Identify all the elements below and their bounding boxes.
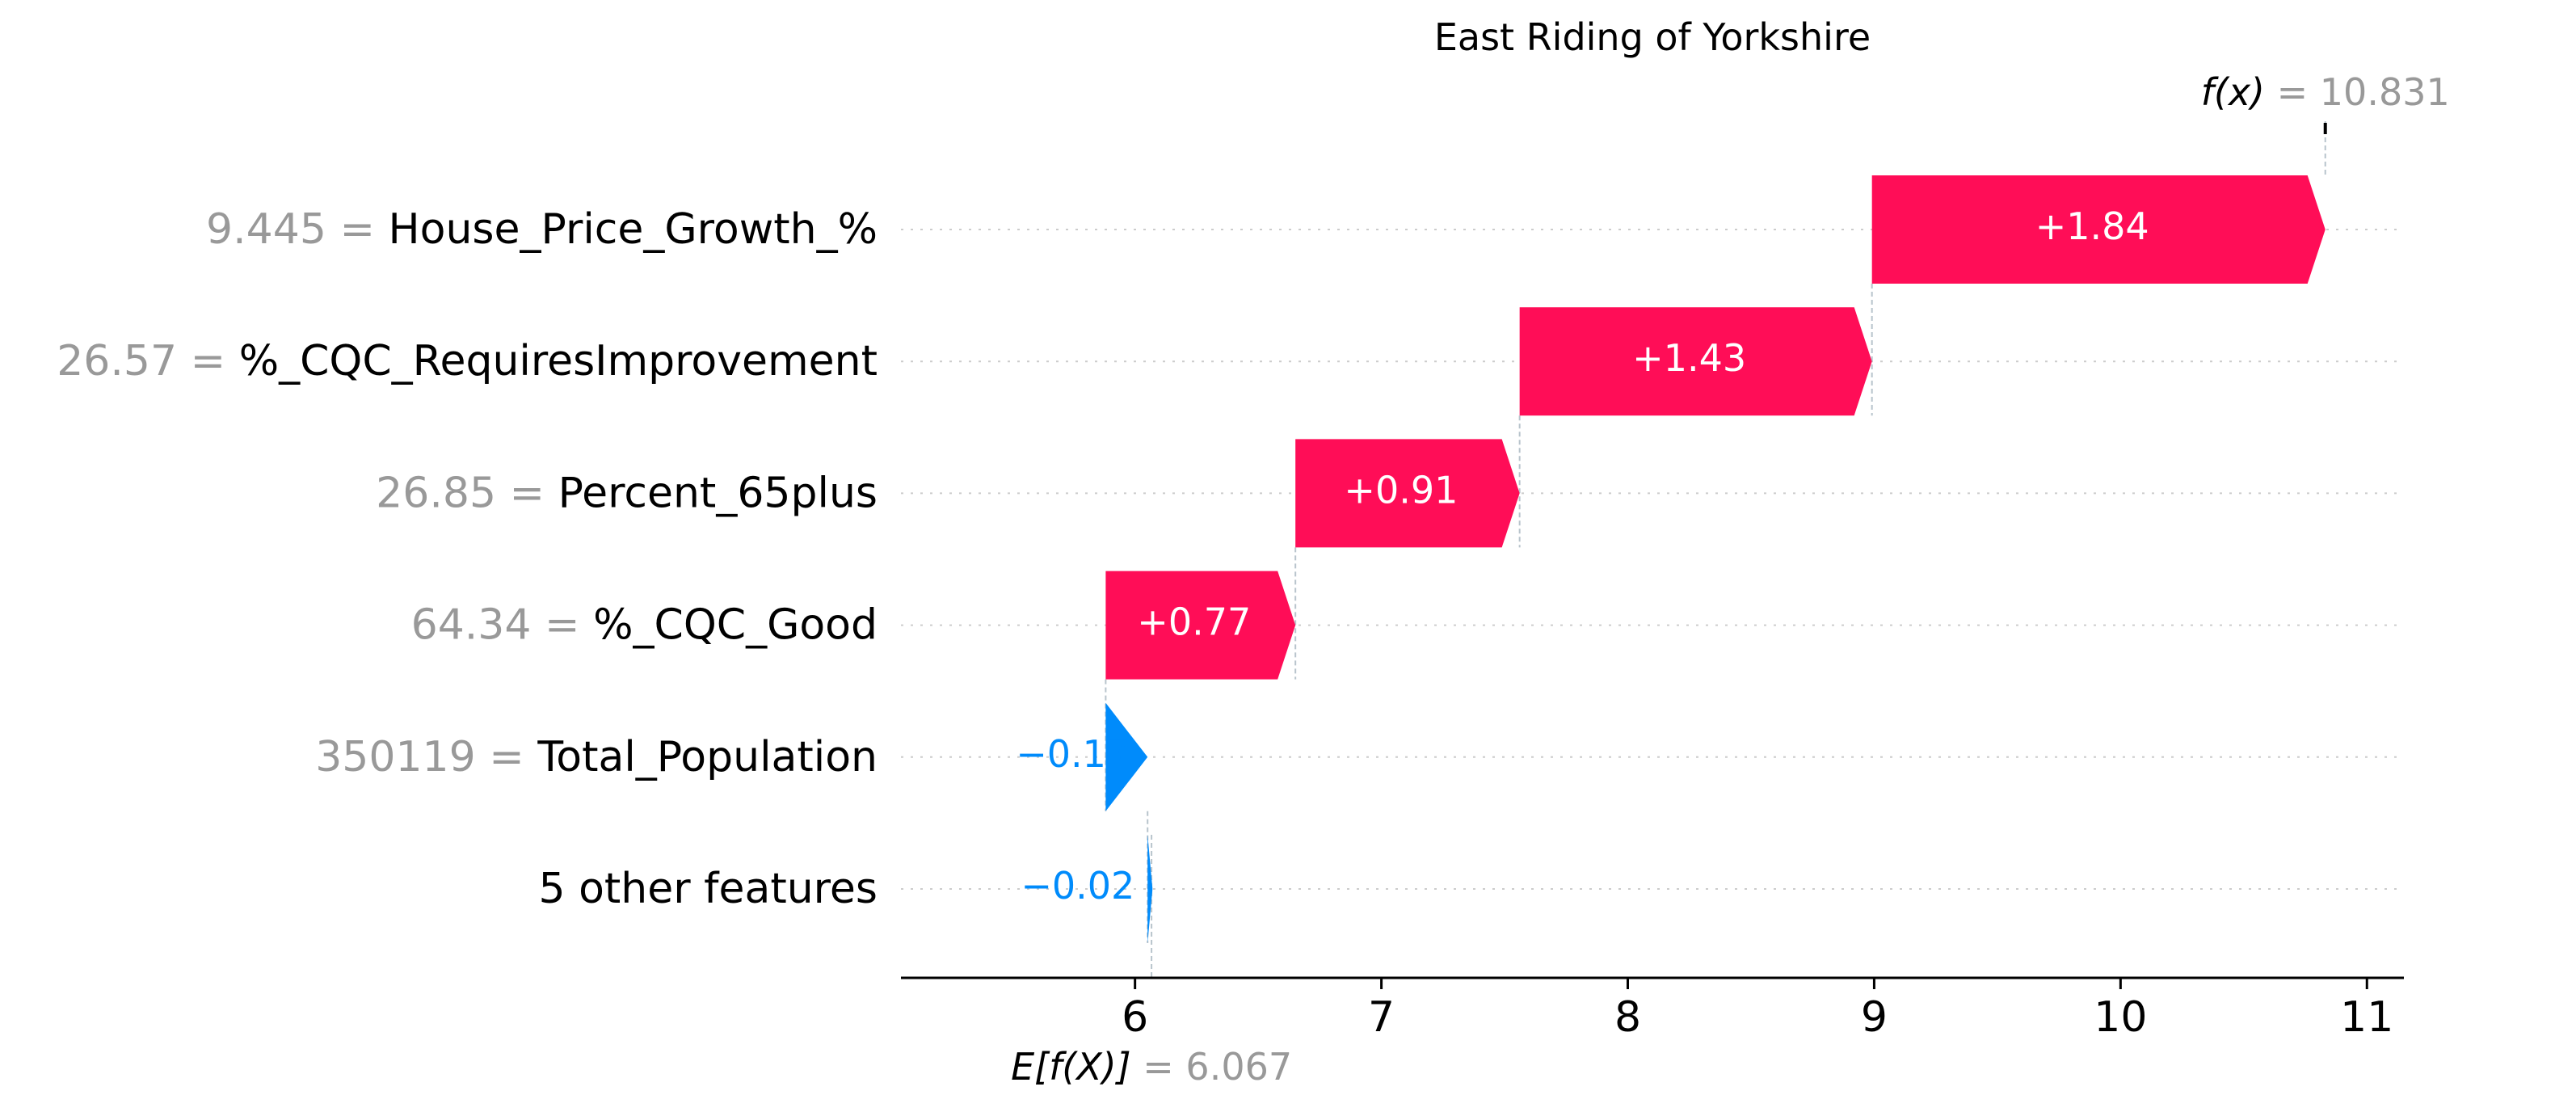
feature-name: %_CQC_RequiresImprovement — [239, 337, 878, 385]
x-tick-label: 8 — [1614, 993, 1641, 1042]
feature-label: 350119 = Total_Population — [315, 733, 878, 781]
base-value-label: E[f(X)] = 6.067 — [1011, 1045, 1292, 1089]
feature-label: 26.57 = %_CQC_RequiresImprovement — [57, 337, 878, 385]
negative-bar-label: −0.02 — [1021, 864, 1134, 908]
x-tick-label: 6 — [1122, 993, 1148, 1042]
feature-label: 5 other features — [538, 865, 878, 913]
positive-bar-label: +0.91 — [1344, 468, 1458, 512]
chart-title: East Riding of Yorkshire — [1434, 15, 1871, 59]
feature-name: %_CQC_Good — [593, 601, 878, 650]
positive-bar-label: +0.77 — [1137, 600, 1251, 644]
output-value-label: f(x) = 10.831 — [2201, 70, 2450, 114]
feature-name: House_Price_Growth_% — [389, 205, 878, 254]
negative-bar — [1105, 702, 1148, 811]
feature-name: 5 other features — [538, 865, 878, 913]
bar-labels: +1.84 +1.43 +0.91 +0.77 −0.17 −0.02 — [1016, 204, 2149, 908]
positive-bar-label: +1.43 — [1632, 336, 1746, 380]
feature-value: 64.34 = — [411, 601, 594, 650]
base-label: E[f(X)] — [1011, 1045, 1143, 1089]
output-value-annotation: f(x) = 10.831 — [2201, 70, 2450, 134]
bars — [1105, 175, 2326, 943]
feature-value: 350119 = — [315, 733, 537, 781]
feature-labels: 9.445 = House_Price_Growth_% 26.57 = %_CQ… — [57, 205, 878, 913]
negative-bar-label: −0.17 — [1016, 732, 1130, 776]
x-tick-label: 7 — [1368, 993, 1395, 1042]
x-axis: 6 7 8 9 10 11 — [901, 976, 2404, 1042]
x-tick-label: 11 — [2340, 993, 2393, 1042]
positive-bar — [1519, 307, 1872, 416]
positive-bar — [1871, 175, 2326, 284]
feature-value: 9.445 = — [206, 205, 389, 254]
base-value: = 6.067 — [1143, 1045, 1292, 1089]
positive-bar-label: +1.84 — [2035, 204, 2149, 248]
feature-value: 26.57 = — [57, 337, 239, 385]
x-tick-label: 9 — [1861, 993, 1888, 1042]
base-value-annotation: E[f(X)] = 6.067 — [1011, 1045, 1292, 1089]
positive-bar — [1105, 571, 1296, 680]
positive-bar — [1295, 439, 1520, 548]
feature-value: 26.85 = — [376, 469, 558, 517]
negative-bar — [1147, 835, 1153, 943]
feature-label: 9.445 = House_Price_Growth_% — [206, 205, 878, 254]
output-label: f(x) — [2201, 70, 2277, 114]
feature-label: 64.34 = %_CQC_Good — [411, 601, 878, 650]
output-value: = 10.831 — [2277, 70, 2450, 114]
x-tick-label: 10 — [2094, 993, 2147, 1042]
feature-name: Total_Population — [537, 733, 878, 781]
feature-name: Percent_65plus — [558, 469, 878, 517]
feature-label: 26.85 = Percent_65plus — [376, 469, 878, 517]
